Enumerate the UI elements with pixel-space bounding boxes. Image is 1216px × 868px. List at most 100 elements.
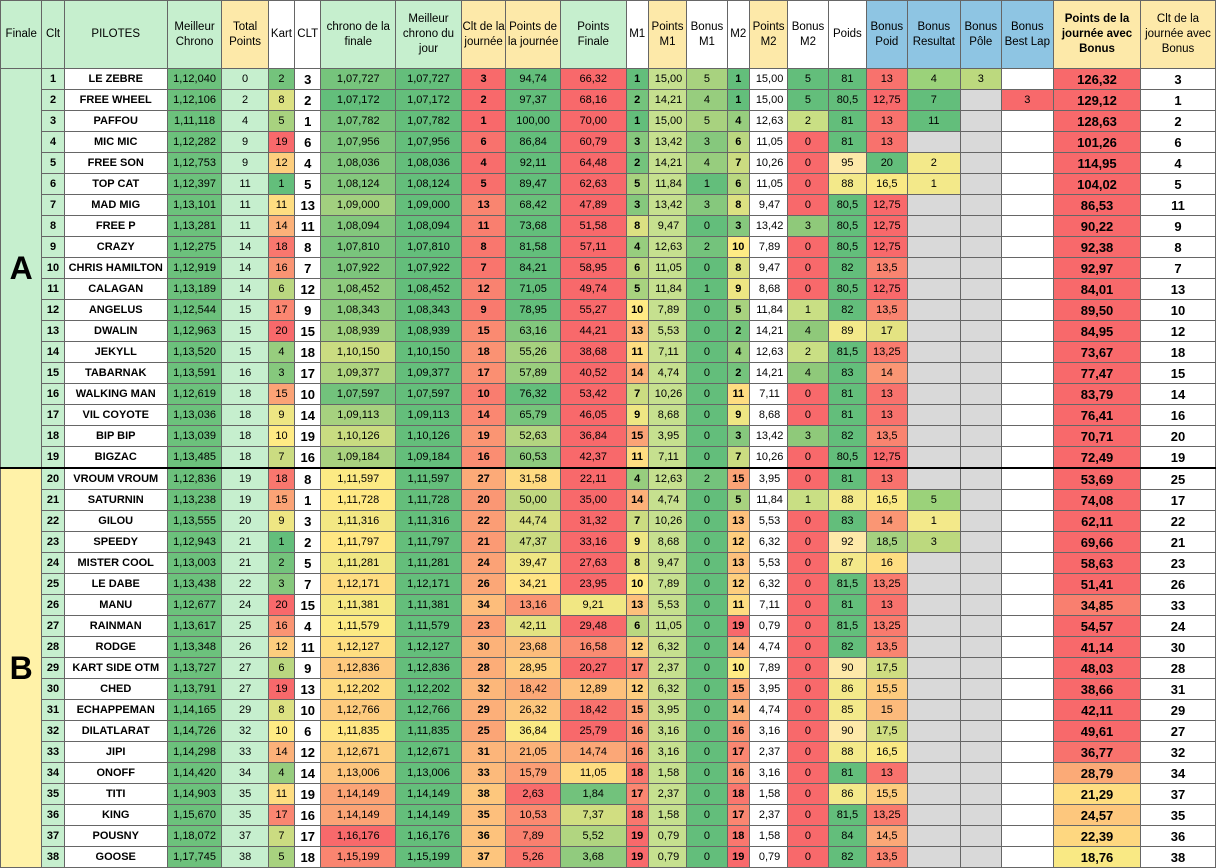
cell-clt: 18 <box>294 846 322 868</box>
cell-meilleur-chrono: 1,13,348 <box>166 636 223 658</box>
cell-points-de-la-journ-e-avec-bonus: 101,26 <box>1053 131 1141 153</box>
cell-bonus-m2: 1 <box>787 489 829 511</box>
cell-bonus-p-le <box>960 446 1002 469</box>
cell-bonus-poid: 13 <box>866 68 908 90</box>
cell-points-de-la-journ-e: 28,95 <box>505 657 561 679</box>
cell-meilleur-chrono-du-jour: 1,08,094 <box>395 215 462 237</box>
cell-m2: 17 <box>726 804 750 826</box>
cell-bonus-m1: 3 <box>686 131 728 153</box>
cell-points-de-la-journ-e-avec-bonus: 92,97 <box>1053 257 1141 279</box>
cell-meilleur-chrono-du-jour: 1,10,126 <box>395 425 462 447</box>
cell-m2: 4 <box>726 341 750 363</box>
cell-clt: 33 <box>41 741 65 763</box>
cell-poids: 80,5 <box>827 194 868 216</box>
cell-bonus-poid: 16,5 <box>866 489 908 511</box>
cell-meilleur-chrono: 1,12,282 <box>166 131 223 153</box>
cell-meilleur-chrono-du-jour: 1,10,150 <box>395 341 462 363</box>
cell-chrono-de-la-finale: 1,09,000 <box>320 194 397 216</box>
cell-m2: 19 <box>726 846 750 868</box>
cell-chrono-de-la-finale: 1,15,199 <box>320 846 397 868</box>
cell-bonus-poid: 13 <box>866 404 908 426</box>
cell-bonus-m2: 0 <box>787 383 829 405</box>
cell-points-finale: 35,00 <box>559 489 627 511</box>
cell-chrono-de-la-finale: 1,12,202 <box>320 678 397 700</box>
cell-bonus-resultat <box>906 278 962 300</box>
cell-points-m2: 3,95 <box>748 678 789 700</box>
cell-bonus-p-le <box>960 383 1002 405</box>
cell-clt: 10 <box>294 383 322 405</box>
cell-bonus-best-lap <box>1000 846 1055 868</box>
cell-kart: 15 <box>267 489 296 511</box>
cell-clt: 15 <box>294 320 322 342</box>
cell-clt: 8 <box>294 236 322 258</box>
cell-bonus-poid: 12,75 <box>866 89 908 111</box>
cell-meilleur-chrono-du-jour: 1,15,199 <box>395 846 462 868</box>
cell-clt: 11 <box>41 278 65 300</box>
cell-total-points: 18 <box>221 446 269 469</box>
cell-bonus-best-lap <box>1000 194 1055 216</box>
cell-poids: 82 <box>827 257 868 279</box>
cell-points-m1: 7,89 <box>647 299 688 321</box>
cell-bonus-p-le <box>960 489 1002 511</box>
cell-bonus-p-le <box>960 341 1002 363</box>
cell-points-m1: 0,79 <box>647 825 688 847</box>
cell-clt-de-la-journ-e-avec-bonus: 14 <box>1139 383 1216 405</box>
cell-bonus-m1: 0 <box>686 552 728 574</box>
cell-points-de-la-journ-e: 89,47 <box>505 173 561 195</box>
cell-poids: 84 <box>827 825 868 847</box>
cell-m1: 14 <box>625 362 649 384</box>
cell-points-m1: 10,26 <box>647 383 688 405</box>
cell-bonus-p-le <box>960 615 1002 637</box>
cell-m1: 12 <box>625 636 649 658</box>
cell-bonus-p-le <box>960 636 1002 658</box>
cell-clt-de-la-journ-e-avec-bonus: 20 <box>1139 425 1216 447</box>
cell-clt-de-la-journ-e-avec-bonus: 21 <box>1139 531 1216 553</box>
cell-kart: 14 <box>267 215 296 237</box>
cell-bonus-m2: 2 <box>787 110 829 132</box>
cell-points-m2: 5,53 <box>748 510 789 532</box>
cell-clt: 3 <box>294 68 322 90</box>
cell-bonus-resultat: 5 <box>906 489 962 511</box>
cell-chrono-de-la-finale: 1,11,728 <box>320 489 397 511</box>
table-row: 21 SATURNIN 1,13,238 19 15 1 1,11,728 1,11,728 2… <box>1 489 1216 511</box>
cell-meilleur-chrono: 1,12,544 <box>166 299 223 321</box>
cell-points-de-la-journ-e-avec-bonus: 58,63 <box>1053 552 1141 574</box>
cell-points-de-la-journ-e: 60,53 <box>505 446 561 469</box>
cell-clt: 17 <box>41 404 65 426</box>
cell-points-m2: 7,89 <box>748 657 789 679</box>
cell-clt: 1 <box>41 68 65 90</box>
cell-clt-de-la-journ-e-avec-bonus: 29 <box>1139 699 1216 721</box>
cell-bonus-m2: 0 <box>787 846 829 868</box>
table-row: 32 DILATLARAT 1,14,726 32 10 6 1,11,835 1,11,83… <box>1 720 1216 742</box>
cell-clt: 7 <box>294 573 322 595</box>
cell-bonus-m2: 0 <box>787 404 829 426</box>
cell-chrono-de-la-finale: 1,10,150 <box>320 341 397 363</box>
cell-m1: 4 <box>625 236 649 258</box>
cell-points-de-la-journ-e: 84,21 <box>505 257 561 279</box>
cell-meilleur-chrono: 1,12,275 <box>166 236 223 258</box>
cell-bonus-best-lap <box>1000 341 1055 363</box>
cell-clt: 29 <box>41 657 65 679</box>
cell-bonus-poid: 13,5 <box>866 636 908 658</box>
cell-clt-de-la-journ-e-avec-bonus: 13 <box>1139 278 1216 300</box>
cell-m2: 19 <box>726 615 750 637</box>
cell-clt: 4 <box>294 615 322 637</box>
cell-total-points: 21 <box>221 552 269 574</box>
cell-points-de-la-journ-e-avec-bonus: 38,66 <box>1053 678 1141 700</box>
cell-points-de-la-journ-e: 44,74 <box>505 510 561 532</box>
cell-clt-de-la-journ-e-avec-bonus: 25 <box>1139 467 1216 490</box>
cell-m2: 11 <box>726 383 750 405</box>
cell-clt: 26 <box>41 594 65 616</box>
cell-points-m2: 10,26 <box>748 152 789 174</box>
cell-points-de-la-journ-e: 47,37 <box>505 531 561 553</box>
table-row: 23 SPEEDY 1,12,943 21 1 2 1,11,797 1,11,797 21 47… <box>1 531 1216 553</box>
cell-clt: 1 <box>294 110 322 132</box>
cell-clt: 4 <box>294 152 322 174</box>
cell-clt: 34 <box>41 762 65 784</box>
cell-pilotes: DILATLARAT <box>63 720 168 742</box>
table-row: 15 TABARNAK 1,13,591 16 3 17 1,09,377 1,09,377 1… <box>1 362 1216 384</box>
cell-bonus-best-lap <box>1000 825 1055 847</box>
cell-points-finale: 12,89 <box>559 678 627 700</box>
cell-m2: 13 <box>726 510 750 532</box>
cell-poids: 83 <box>827 362 868 384</box>
